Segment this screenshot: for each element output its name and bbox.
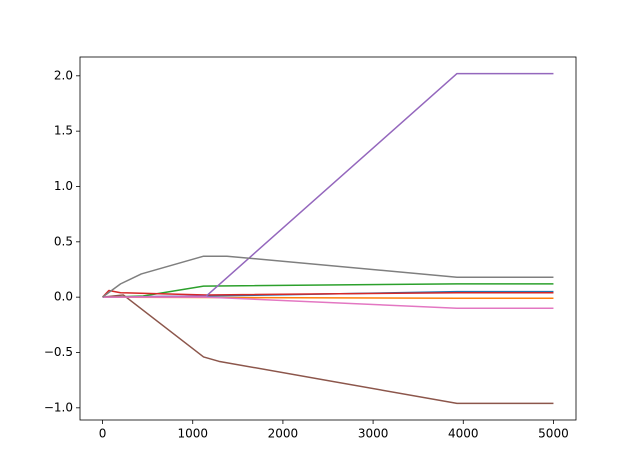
series-line: [102, 296, 554, 309]
y-tick-label: 1.5: [54, 124, 73, 138]
y-tick-label: 0.5: [54, 234, 73, 248]
x-tick-label: 2000: [268, 427, 299, 441]
x-tick-label: 5000: [538, 427, 569, 441]
series-line: [102, 294, 554, 405]
y-tick-label: 1.0: [54, 179, 73, 193]
series-line: [102, 283, 554, 298]
series-line: [102, 72, 554, 298]
series-line: [102, 289, 554, 298]
x-tick-label: 3000: [358, 427, 389, 441]
axes-frame: [79, 56, 577, 421]
x-tick-label: 1000: [177, 427, 208, 441]
y-tick-label: −0.5: [44, 345, 73, 359]
y-tick-label: −1.0: [44, 400, 73, 414]
series-line: [102, 255, 554, 298]
x-tick-label: 0: [99, 427, 107, 441]
x-tick-label: 4000: [448, 427, 479, 441]
y-tick-label: 0.0: [54, 290, 73, 304]
y-tick-label: 2.0: [54, 68, 73, 82]
